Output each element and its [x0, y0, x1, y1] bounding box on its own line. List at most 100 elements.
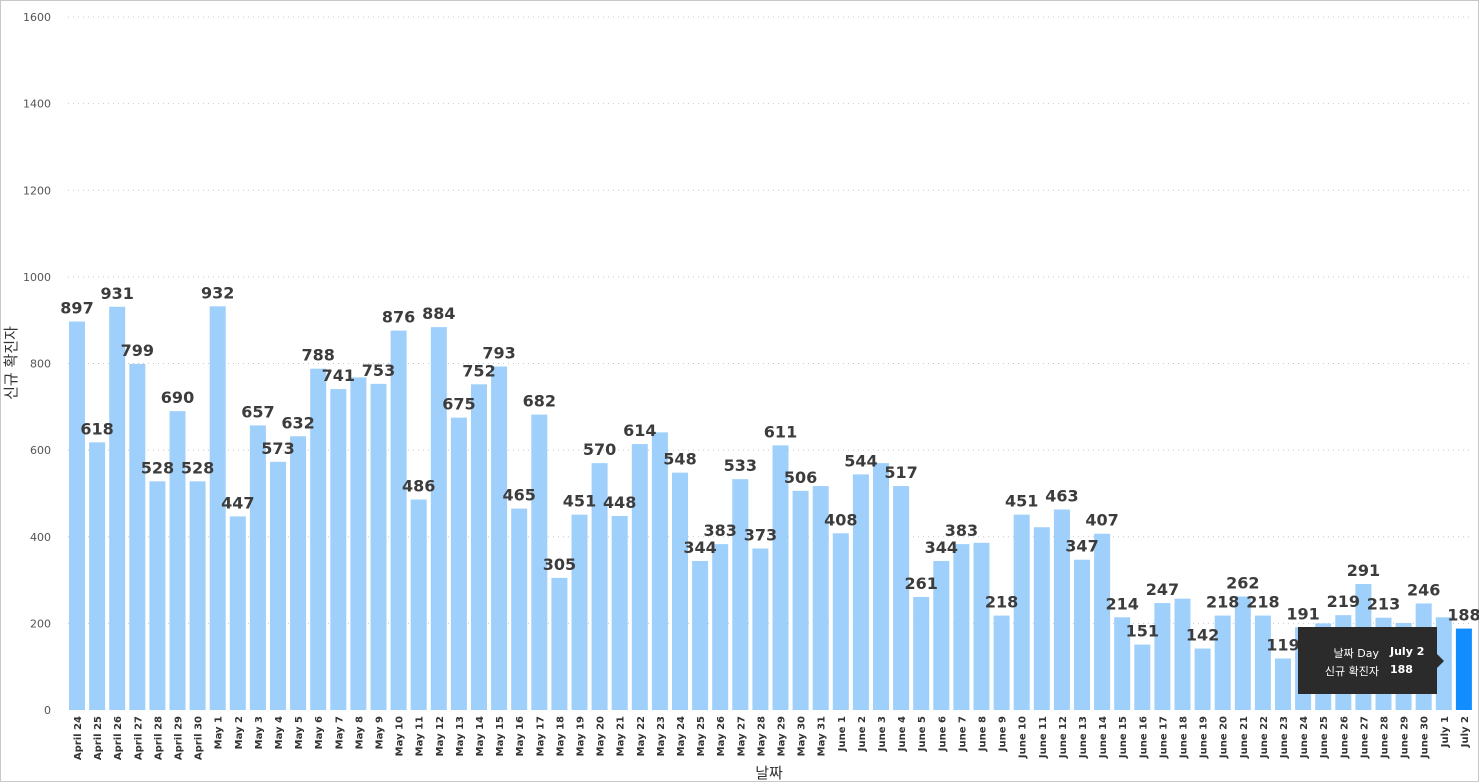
bar[interactable]: [169, 411, 186, 710]
bar[interactable]: [792, 490, 809, 710]
bar[interactable]: [69, 321, 85, 710]
bar[interactable]: [993, 615, 1010, 710]
bar[interactable]: [531, 414, 548, 710]
bar[interactable]: [551, 577, 568, 710]
x-tick-label: April 27: [133, 716, 144, 760]
x-tick-label: June 9: [998, 716, 1009, 752]
x-tick-label: April 28: [153, 716, 164, 760]
bar[interactable]: [1154, 603, 1171, 710]
bar[interactable]: [953, 544, 970, 710]
data-label: 657: [241, 402, 274, 421]
bar[interactable]: [832, 533, 849, 710]
bar[interactable]: [89, 442, 106, 710]
data-label: 119: [1266, 635, 1299, 654]
bar[interactable]: [1114, 617, 1131, 710]
data-label: 931: [100, 284, 133, 303]
bar[interactable]: [1234, 596, 1251, 710]
x-tick-label: June 7: [957, 716, 968, 752]
data-label: 291: [1347, 561, 1380, 580]
bar[interactable]: [149, 481, 166, 710]
bar[interactable]: [1455, 628, 1472, 710]
bar[interactable]: [129, 363, 146, 710]
y-axis-label: 신규 확진자: [2, 326, 20, 400]
x-tick-label: May 16: [515, 716, 526, 756]
data-label: 753: [362, 361, 395, 380]
y-tick-label: 600: [30, 444, 51, 457]
data-label: 305: [543, 555, 576, 574]
bar[interactable]: [189, 481, 206, 710]
bar[interactable]: [1074, 559, 1090, 710]
x-tick-label: May 31: [817, 716, 828, 756]
bar[interactable]: [109, 306, 126, 710]
data-label: 219: [1327, 592, 1360, 611]
tooltip-value-cases: 188: [1390, 663, 1413, 676]
x-tick-label: May 1: [214, 716, 225, 749]
bar[interactable]: [1275, 658, 1291, 710]
bar[interactable]: [873, 463, 889, 710]
data-label: 218: [1206, 593, 1239, 612]
data-label: 690: [161, 388, 194, 407]
bar[interactable]: [370, 383, 387, 710]
bar[interactable]: [1013, 514, 1030, 710]
bar[interactable]: [249, 425, 266, 710]
bar[interactable]: [752, 548, 769, 710]
x-tick-label: June 20: [1219, 716, 1230, 759]
bar[interactable]: [772, 445, 789, 710]
x-tick-label: May 30: [797, 716, 808, 756]
data-label: 528: [181, 458, 214, 477]
bar[interactable]: [1254, 615, 1271, 710]
data-label: 614: [623, 421, 656, 440]
bar[interactable]: [471, 384, 487, 710]
bar[interactable]: [692, 561, 709, 710]
data-label: 897: [60, 298, 93, 317]
x-tick-label: June 5: [917, 716, 928, 752]
bar[interactable]: [571, 514, 588, 710]
bar[interactable]: [290, 436, 307, 710]
bar[interactable]: [812, 486, 829, 710]
data-label: 347: [1065, 537, 1098, 556]
bar[interactable]: [1053, 509, 1070, 710]
tooltip-key-day: 날짜 Day: [1333, 647, 1379, 660]
bar[interactable]: [1174, 598, 1191, 710]
bar[interactable]: [913, 596, 930, 710]
bar[interactable]: [430, 327, 447, 710]
x-tick-label: June 11: [1038, 716, 1049, 759]
bar[interactable]: [390, 330, 407, 710]
data-label: 373: [744, 525, 777, 544]
data-label: 344: [925, 538, 958, 557]
bar[interactable]: [491, 366, 508, 710]
gridlines: [68, 16, 1470, 624]
bar[interactable]: [209, 306, 226, 710]
bar[interactable]: [1134, 644, 1151, 710]
data-label: 383: [945, 521, 978, 540]
bar[interactable]: [350, 377, 367, 710]
bar[interactable]: [631, 444, 648, 710]
bar[interactable]: [1214, 615, 1231, 710]
data-label: 741: [322, 366, 355, 385]
bar[interactable]: [270, 461, 286, 710]
bar[interactable]: [1194, 648, 1211, 710]
bar[interactable]: [229, 516, 246, 710]
bar[interactable]: [611, 515, 628, 710]
bar[interactable]: [310, 368, 327, 710]
bar[interactable]: [712, 544, 729, 710]
bar[interactable]: [732, 479, 749, 710]
data-label: 451: [563, 492, 596, 511]
data-label: 465: [502, 486, 535, 505]
bar[interactable]: [511, 508, 528, 710]
x-tick-label: May 18: [555, 716, 566, 756]
bar[interactable]: [591, 463, 608, 710]
y-tick-label: 0: [44, 704, 51, 717]
bar[interactable]: [933, 561, 950, 710]
bar[interactable]: [1094, 533, 1111, 710]
bar[interactable]: [893, 486, 910, 710]
bar[interactable]: [672, 472, 688, 710]
bar[interactable]: [973, 542, 990, 710]
data-label: 793: [482, 344, 515, 363]
bar[interactable]: [651, 432, 668, 710]
bar[interactable]: [1033, 527, 1050, 710]
bar[interactable]: [852, 474, 869, 710]
bar[interactable]: [410, 499, 427, 710]
bar[interactable]: [450, 417, 467, 710]
bar[interactable]: [330, 389, 347, 710]
